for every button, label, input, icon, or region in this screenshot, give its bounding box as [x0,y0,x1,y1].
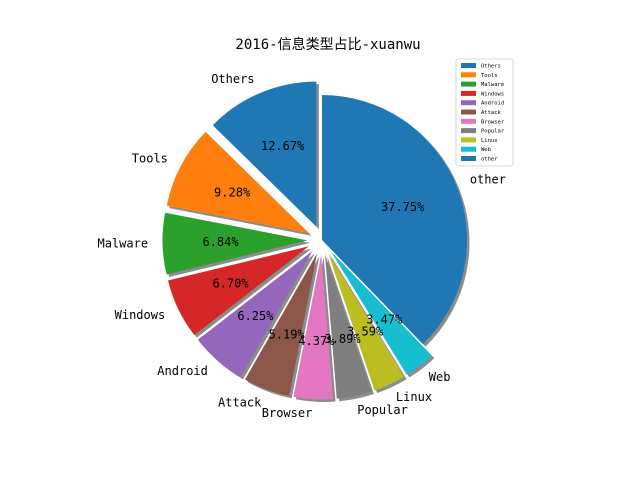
pie-slice-web [330,251,432,375]
slice-label-tools: Tools [132,152,168,166]
legend-label-browser: Browser [481,119,505,125]
legend-swatch-other [461,156,476,161]
pct-label-popular: 3.89% [324,332,361,346]
slice-label-malware: Malware [97,237,148,251]
slice-label-attack: Attack [218,396,262,410]
legend-swatch-windows [461,90,476,96]
pct-label-browser: 4.37% [298,334,335,348]
pie-slice-tools [166,131,310,234]
slice-label-other: other [470,173,506,187]
pct-label-web: 3.47% [366,313,403,327]
legend-label-attack: Attack [481,110,502,116]
legend-swatch-android [461,100,476,106]
pct-label-android: 6.25% [237,309,274,323]
slice-label-linux: Linux [396,390,432,404]
pie-slice-others [212,81,317,227]
legend-swatch-linux [461,137,476,143]
chart-title: 2016-信息类型占比-xuanwu [235,36,420,53]
pie-slice-linux [328,253,405,391]
legend-label-popular: Popular [481,129,505,135]
legend-swatch-attack [461,109,476,115]
pct-label-tools: 9.28% [214,185,251,199]
pct-label-attack: 5.19% [269,328,306,342]
pct-label-other: 37.75% [381,200,425,214]
pie-slice-popular [324,254,372,399]
pie-slice-other [322,94,468,345]
legend-swatch-browser [461,118,476,124]
legend-label-tools: Tools [481,73,498,79]
pie-slice-attack [245,253,317,396]
pie-slice-android [197,250,313,377]
slices-layer [162,81,470,402]
slice-label-web: Web [429,370,451,384]
legend: Others Tools Malware Windows Android Attack Br… [455,58,514,167]
labels-layer: Others 12.67% Tools 9.28% Malware 6.84% Window… [97,72,505,420]
slice-label-popular: Popular [357,403,408,417]
legend-label-malware: Malware [481,82,504,88]
pct-label-others: 12.67% [261,139,305,153]
legend-swatch-tools [461,72,476,78]
slice-label-others: Others [211,72,254,86]
legend-swatch-malware [461,81,476,87]
legend-label-web: Web [481,147,491,153]
pie-slice-windows [168,246,309,336]
pct-label-linux: 3.59% [347,324,384,338]
pie-slice-browser [293,254,334,400]
pct-label-malware: 6.84% [202,235,239,249]
pie-slice-malware [162,212,308,275]
legend-label-other: other [481,157,498,163]
slice-label-android: Android [157,364,208,378]
legend-swatch-popular [461,128,476,134]
slice-label-browser: Browser [262,406,313,420]
legend-label-others: Others [481,64,501,70]
legend-label-windows: Windows [481,91,504,97]
slice-label-windows: Windows [115,308,166,322]
legend-label-linux: Linux [481,138,498,144]
legend-swatch-others [461,63,476,68]
legend-label-android: Android [481,101,504,107]
pct-label-windows: 6.70% [212,277,249,291]
legend-swatch-web [461,146,476,152]
